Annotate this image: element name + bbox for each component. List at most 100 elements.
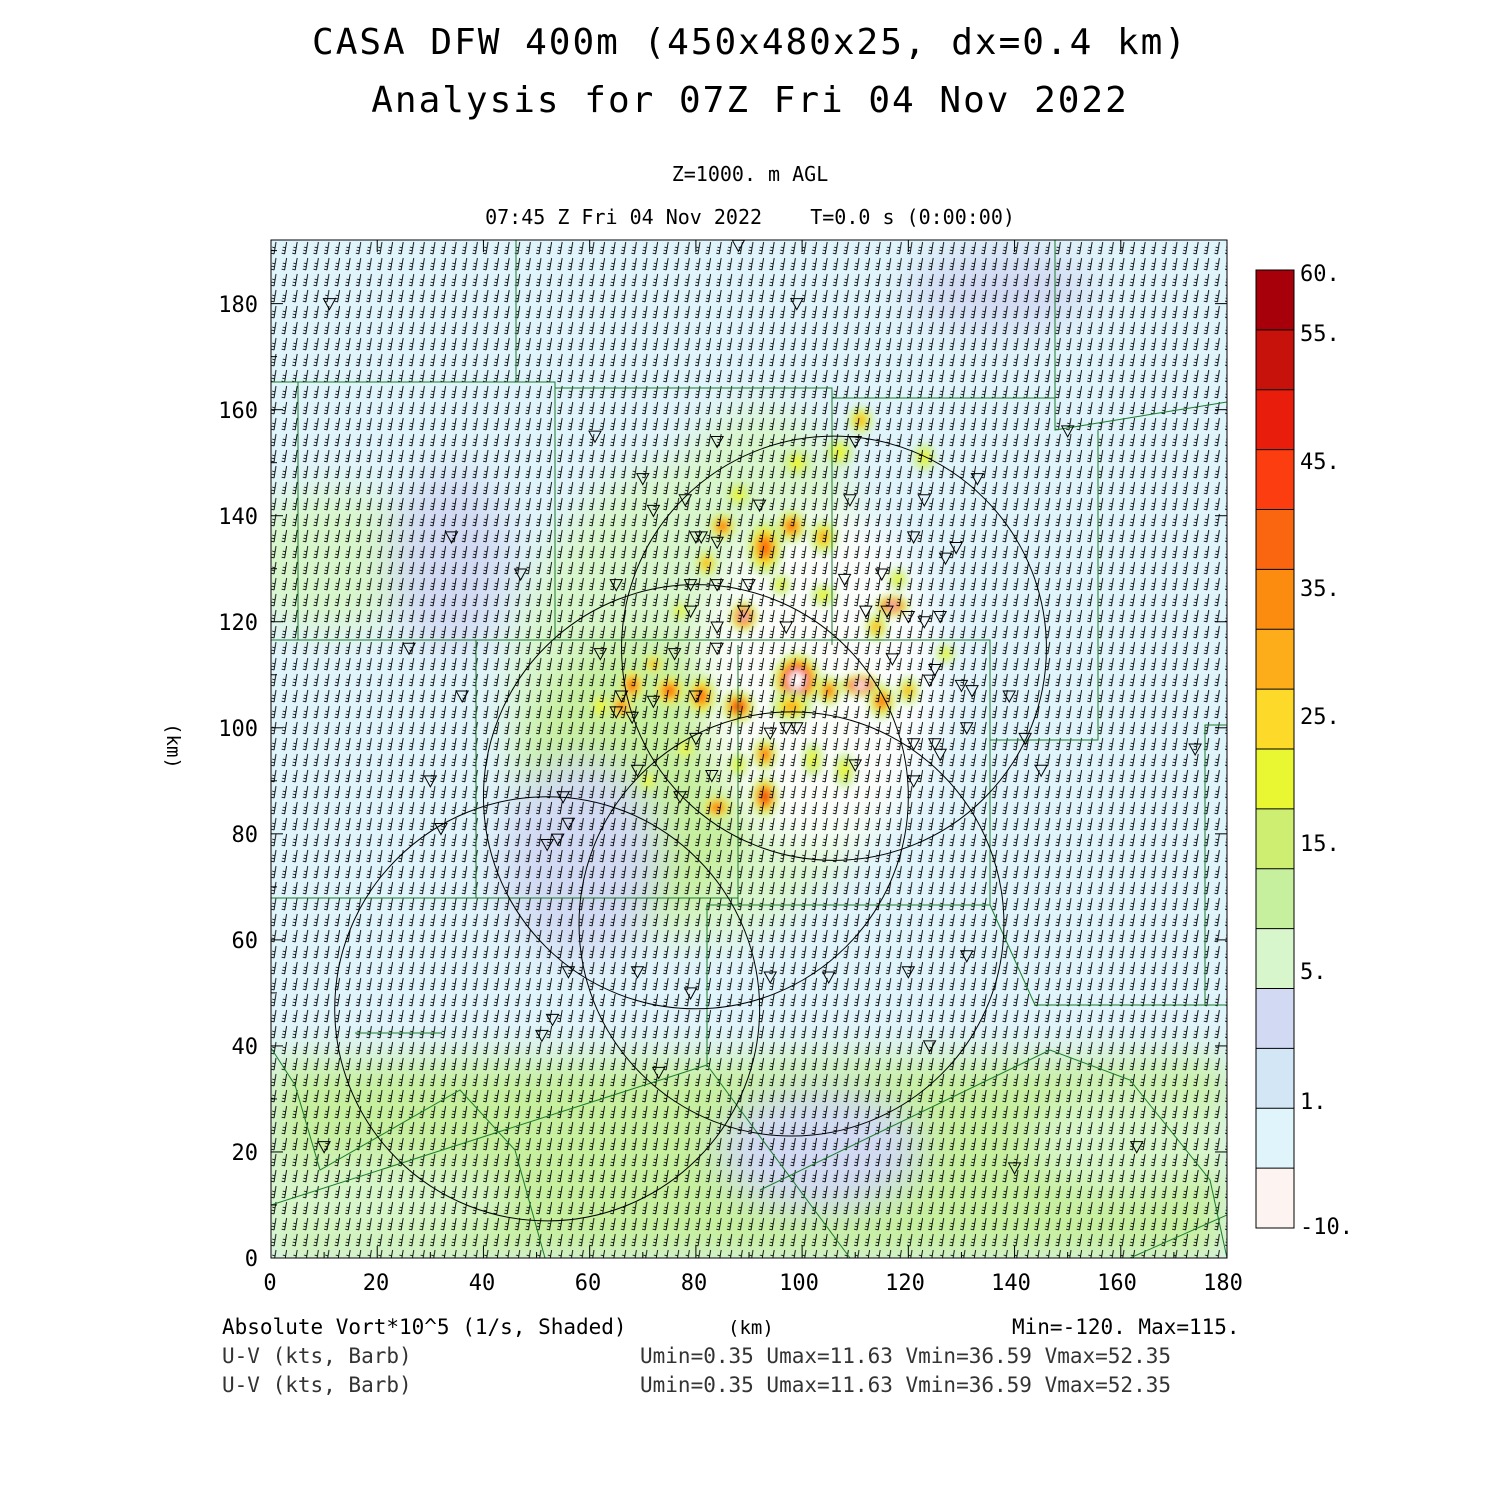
station-marker xyxy=(917,616,932,629)
station-marker xyxy=(683,987,698,1000)
station-marker xyxy=(710,435,724,449)
colorbar-swatch xyxy=(1256,270,1294,331)
station-marker xyxy=(763,727,778,741)
station-marker xyxy=(593,648,608,661)
station-marker xyxy=(535,1029,549,1043)
station-marker xyxy=(1018,732,1033,746)
level-label: Z=1000. m AGL xyxy=(671,162,829,186)
barb-description-2: U-V (kts, Barb) xyxy=(222,1373,412,1397)
station-marker xyxy=(848,435,863,449)
colorbar-label: 60. xyxy=(1300,262,1340,287)
x-tick-label: 80 xyxy=(680,1271,708,1296)
station-marker xyxy=(694,531,709,544)
y-tick-label: 120 xyxy=(218,611,258,636)
x-tick-label: 180 xyxy=(1203,1271,1243,1296)
colorbar-swatch xyxy=(1256,749,1294,810)
colorbar-label: 25. xyxy=(1300,705,1340,730)
station-marker xyxy=(837,573,852,587)
station-marker xyxy=(965,685,979,698)
x-tick-label: 0 xyxy=(263,1271,277,1296)
y-tick-label: 140 xyxy=(218,505,258,530)
station-marker xyxy=(928,738,942,751)
colorbar-swatch xyxy=(1256,329,1294,391)
station-marker xyxy=(970,473,985,486)
wind-stats-2: Umin=0.35 Umax=11.63 Vmin=36.59 Vmax=52.… xyxy=(640,1373,1172,1397)
barb-description-1: U-V (kts, Barb) xyxy=(222,1344,412,1368)
station-marker xyxy=(651,1066,666,1080)
station-marker xyxy=(710,621,724,635)
station-marker xyxy=(1188,743,1202,757)
station-marker xyxy=(402,642,416,656)
station-marker xyxy=(736,605,751,619)
station-marker xyxy=(635,473,650,486)
station-marker xyxy=(513,568,528,582)
colorbar-swatch xyxy=(1256,509,1294,570)
station-marker xyxy=(789,722,804,735)
station-marker xyxy=(874,568,889,582)
colorbar-swatch xyxy=(1256,629,1294,690)
colorbar-swatch xyxy=(1256,1108,1294,1169)
station-marker xyxy=(848,759,863,772)
station-marker xyxy=(630,966,645,979)
radar-range-ring xyxy=(482,584,909,1010)
y-tick-label: 20 xyxy=(231,1141,259,1166)
station-marker xyxy=(423,775,438,788)
radar-range-ring xyxy=(578,711,1005,1137)
station-marker xyxy=(646,695,661,709)
station-marker xyxy=(880,605,894,619)
title-line-1: CASA DFW 400m (450x480x25, dx=0.4 km) xyxy=(312,22,1188,63)
station-marker xyxy=(742,579,756,592)
colorbar-label: 15. xyxy=(1300,832,1340,857)
station-marker xyxy=(885,653,900,666)
y-tick-label: 40 xyxy=(231,1035,259,1060)
station-marker xyxy=(779,621,794,635)
station-marker xyxy=(683,605,698,619)
station-marker xyxy=(843,494,857,507)
station-marker xyxy=(545,1013,560,1027)
min-max-label: Min=-120. Max=115. xyxy=(1012,1315,1240,1339)
station-marker xyxy=(710,642,724,656)
station-marker xyxy=(630,764,645,778)
colorbar-label: 1. xyxy=(1300,1090,1327,1115)
colorbar-swatch xyxy=(1256,449,1294,510)
station-marker xyxy=(1007,1162,1022,1175)
x-axis-unit: (km) xyxy=(728,1317,774,1339)
station-marker xyxy=(710,536,724,550)
field-description: Absolute Vort*10^5 (1/s, Shaded) xyxy=(222,1315,627,1339)
station-marker xyxy=(1129,1141,1144,1154)
title-line-2: Analysis for 07Z Fri 04 Nov 2022 xyxy=(371,80,1129,121)
y-tick-label: 160 xyxy=(218,399,258,424)
station-marker xyxy=(922,1040,937,1053)
colorbar-swatch xyxy=(1256,689,1294,750)
station-marker xyxy=(821,971,836,985)
colorbar-swatch xyxy=(1256,569,1294,630)
station-marker xyxy=(588,430,602,444)
colorbar-label: 5. xyxy=(1300,960,1327,985)
colorbar-swatch xyxy=(1256,868,1294,930)
x-tick-label: 120 xyxy=(885,1271,925,1296)
station-marker xyxy=(625,711,639,725)
valid-time-label: 07:45 Z Fri 04 Nov 2022 T=0.0 s (0:00:00… xyxy=(485,205,1015,229)
station-marker xyxy=(434,823,448,836)
station-marker xyxy=(667,648,682,661)
county-lines xyxy=(271,240,1227,1258)
station-marker xyxy=(322,298,337,311)
station-marker xyxy=(678,494,693,507)
station-marker xyxy=(922,674,937,688)
station-marker xyxy=(901,966,916,979)
station-marker xyxy=(710,579,724,592)
station-marker xyxy=(906,738,921,751)
colorbar-swatch xyxy=(1256,808,1294,870)
colorbar-swatch xyxy=(1256,928,1294,989)
colorbar-label: 35. xyxy=(1300,577,1340,602)
station-marker xyxy=(959,722,974,735)
station-marker xyxy=(959,950,974,963)
station-marker xyxy=(673,791,687,804)
station-marker xyxy=(704,770,719,783)
colorbar-swatch xyxy=(1256,1168,1294,1229)
station-marker xyxy=(1034,764,1048,778)
station-marker xyxy=(683,579,698,592)
station-marker xyxy=(954,679,969,693)
station-marker xyxy=(1060,425,1075,438)
